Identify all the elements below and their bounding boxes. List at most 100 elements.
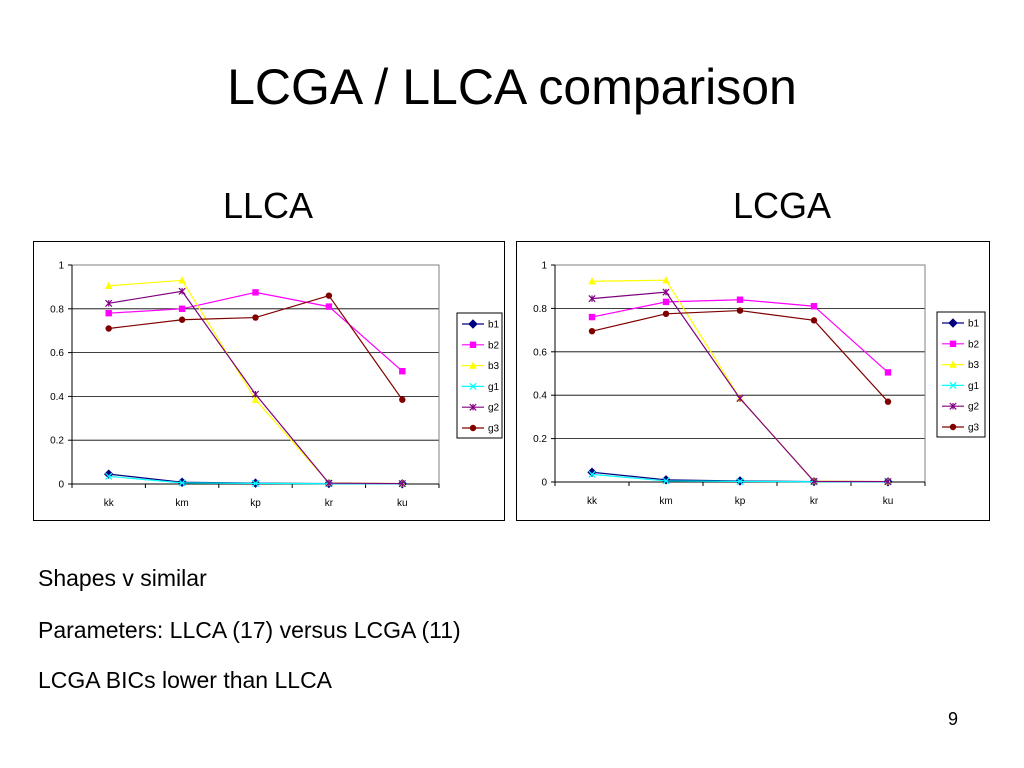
legend: b1 b2 b3 g1 g2 g3 <box>936 311 986 438</box>
legend-label: g1 <box>968 381 980 392</box>
legend-label: b1 <box>968 319 980 330</box>
point-b3 <box>588 277 596 285</box>
series-b1 <box>587 467 893 487</box>
point-g2 <box>884 477 892 486</box>
y-tick-label: 0.6 <box>50 348 64 359</box>
series-b2 <box>588 296 892 376</box>
point-g2 <box>588 295 596 303</box>
point-g1 <box>105 472 113 480</box>
point-b2 <box>588 313 596 321</box>
lcga-chart-title: LCGA <box>732 185 832 226</box>
y-tick-label: 0.2 <box>533 434 547 445</box>
point-g3 <box>588 327 596 335</box>
point-g3 <box>884 398 892 405</box>
legend-marker <box>469 361 477 369</box>
legend-item-g2: g2 <box>462 403 500 414</box>
bullet-shapes: Shapes v similar <box>38 565 207 591</box>
llca-chart-title: LLCA <box>222 185 314 226</box>
legend-item-b2: b2 <box>942 339 980 350</box>
point-b2 <box>884 369 892 376</box>
point-g2 <box>662 288 670 296</box>
point-b2 <box>662 298 670 306</box>
legend-box <box>456 312 503 439</box>
legend-marker <box>469 341 477 348</box>
x-tick-label: kk <box>587 496 598 507</box>
legend-marker <box>949 360 957 368</box>
page-number: 9 <box>948 709 959 729</box>
point-g2 <box>105 299 113 307</box>
point-b2 <box>105 309 112 317</box>
legend-item-b1: b1 <box>462 319 500 331</box>
point-g2 <box>810 477 818 485</box>
x-tick-label: kp <box>735 496 746 507</box>
y-tick-label: 0.2 <box>50 436 64 447</box>
point-g1 <box>178 479 186 487</box>
legend-label: b3 <box>968 360 980 371</box>
point-g2 <box>178 287 186 295</box>
point-g3 <box>252 314 259 321</box>
legend-marker <box>469 424 477 432</box>
legend-item-g3: g3 <box>942 423 980 434</box>
x-tick-label: kk <box>104 498 115 509</box>
legend-item-g1: g1 <box>942 381 980 392</box>
y-tick-label: 0.8 <box>50 304 64 315</box>
point-g3 <box>662 310 670 318</box>
bullet-parameters: Parameters: LLCA (17) versus LCGA (11) <box>38 617 461 643</box>
series-b3 <box>105 276 406 487</box>
legend-label: b2 <box>488 340 500 351</box>
point-b2 <box>399 368 406 375</box>
legend-marker <box>469 382 477 391</box>
point-b2 <box>736 296 744 303</box>
point-g1 <box>662 477 670 485</box>
x-tick-label: kr <box>325 498 334 509</box>
x-tick-label: ku <box>397 498 408 509</box>
point-g1 <box>251 479 260 487</box>
legend-label: b3 <box>488 361 500 372</box>
series-g3 <box>588 307 892 405</box>
legend: b1 b2 b3 g1 g2 g3 <box>456 312 503 439</box>
y-tick-label: 0 <box>541 478 547 489</box>
legend-box <box>936 311 986 438</box>
point-g3 <box>105 325 112 332</box>
series-g3 <box>105 292 406 403</box>
legend-item-g3: g3 <box>462 424 500 435</box>
legend-label: b2 <box>968 339 980 350</box>
legend-label: g1 <box>488 382 500 393</box>
point-g3 <box>325 292 333 299</box>
legend-marker <box>468 319 478 329</box>
y-tick-label: 0.8 <box>533 304 547 315</box>
series-b1 <box>103 469 408 489</box>
legend-marker <box>949 423 957 431</box>
legend-label: g3 <box>968 423 980 434</box>
legend-marker <box>949 340 957 347</box>
lcga-chart: 0 0.2 0.4 0.6 0.8 1 kk km kp kr ku b1 b2 b3 g1 g2 g3 <box>516 241 990 521</box>
y-tick-label: 0.4 <box>533 391 547 402</box>
series-line-g3 <box>108 294 403 401</box>
point-g3 <box>178 316 186 323</box>
legend-marker <box>948 318 958 328</box>
y-tick-label: 0.4 <box>50 392 64 403</box>
point-b2 <box>178 305 186 312</box>
point-b2 <box>325 303 333 310</box>
y-tick-label: 1 <box>58 261 64 272</box>
legend-label: g3 <box>488 424 500 435</box>
series-b3 <box>588 275 892 485</box>
point-b3 <box>105 281 113 290</box>
legend-label: b1 <box>488 320 500 331</box>
legend-item-b3: b3 <box>942 360 980 371</box>
point-g2 <box>736 394 744 403</box>
point-g3 <box>810 317 818 324</box>
legend-marker <box>949 381 957 390</box>
legend-marker <box>469 403 477 411</box>
x-tick-label: kp <box>250 498 261 509</box>
y-tick-label: 1 <box>541 261 547 272</box>
llca-chart: 0 0.2 0.4 0.6 0.8 1 kk km kp kr ku b1 b2 b3 g1 g2 g3 <box>33 241 505 521</box>
x-tick-label: kr <box>810 496 819 507</box>
point-b3 <box>178 276 186 284</box>
legend-item-b2: b2 <box>462 340 500 351</box>
point-b2 <box>810 303 818 310</box>
point-g3 <box>399 396 406 403</box>
series-line-g3 <box>591 309 889 403</box>
point-b3 <box>251 395 260 403</box>
legend-item-b1: b1 <box>942 318 980 330</box>
